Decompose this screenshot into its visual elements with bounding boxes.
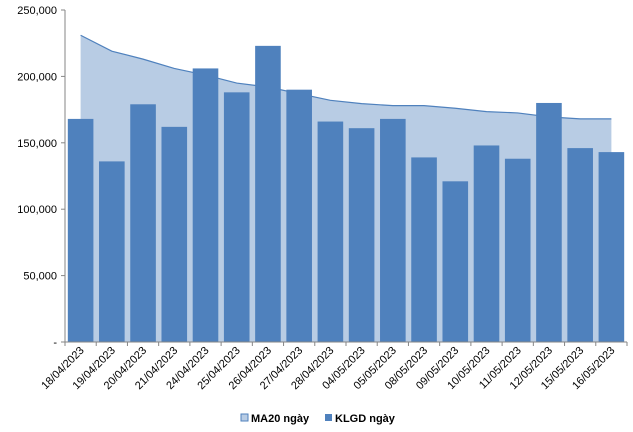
ma20-area-layer xyxy=(80,34,612,342)
bar xyxy=(192,68,219,343)
ma20-line xyxy=(80,34,612,120)
bar xyxy=(99,161,125,342)
y-tick-label: 50,000 xyxy=(23,271,57,283)
y-tick-label: 100,000 xyxy=(17,204,57,216)
bar xyxy=(504,158,531,342)
legend-label-ma20: MA20 ngày xyxy=(251,413,310,425)
bar xyxy=(223,92,250,342)
bar xyxy=(442,181,469,342)
y-tick-label: 200,000 xyxy=(17,71,57,83)
y-tick-label: - xyxy=(53,337,57,349)
legend: MA20 ngày KLGD ngày xyxy=(240,413,396,425)
bar xyxy=(286,89,312,343)
bar xyxy=(348,128,375,342)
bar-layer xyxy=(67,45,625,343)
bar xyxy=(536,102,562,343)
bar xyxy=(567,148,593,342)
ma20-area xyxy=(80,35,612,342)
y-tick-label: 150,000 xyxy=(17,138,57,150)
bar xyxy=(317,121,344,342)
bar xyxy=(67,118,94,343)
y-tick-label: 250,000 xyxy=(17,5,57,17)
bar xyxy=(473,145,500,342)
legend-swatch-ma20 xyxy=(240,413,249,422)
bar xyxy=(161,126,188,342)
bar xyxy=(411,157,437,342)
legend-label-klgd: KLGD ngày xyxy=(335,413,396,425)
bar xyxy=(130,104,156,342)
legend-swatch-klgd xyxy=(325,414,332,421)
bar xyxy=(255,45,281,343)
bar xyxy=(598,152,625,342)
bar xyxy=(380,118,406,343)
